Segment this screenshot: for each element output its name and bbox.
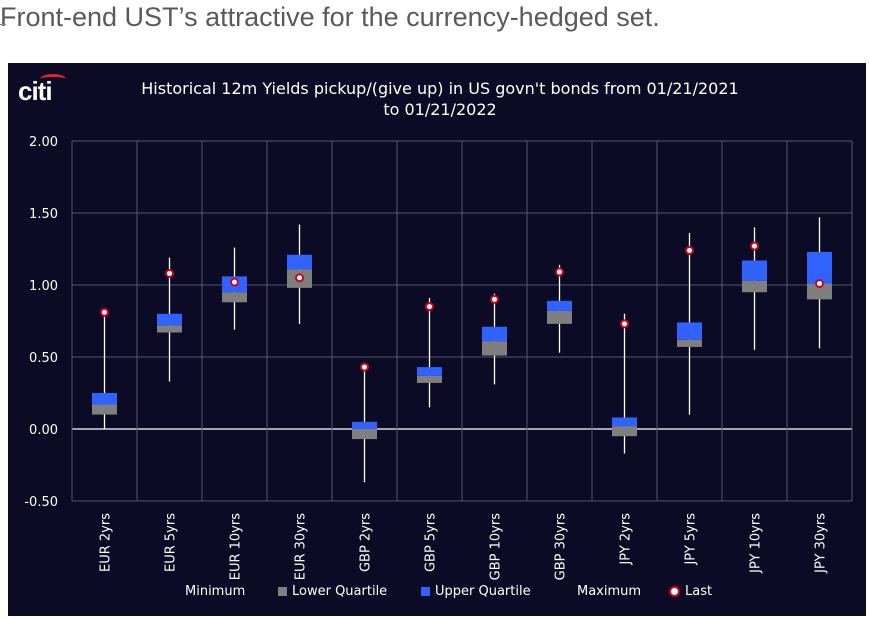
- x-category-label: GBP 2yrs: [359, 513, 374, 572]
- last-marker: [425, 302, 434, 312]
- y-tick-label: 2.00: [29, 135, 58, 150]
- upper-quartile-box: [742, 260, 767, 281]
- legend-marker-last: [669, 586, 680, 597]
- last-marker: [295, 273, 304, 283]
- upper-quartile-box: [157, 313, 182, 326]
- x-category-label: GBP 30yrs: [554, 513, 569, 581]
- x-category-label: JPY 2yrs: [619, 513, 634, 566]
- last-marker: [100, 307, 109, 317]
- chart-panel: [8, 63, 866, 616]
- lower-quartile-box: [352, 429, 377, 440]
- y-tick-label: 1.50: [29, 207, 58, 222]
- last-marker: [555, 267, 564, 277]
- lower-quartile-box: [612, 426, 637, 437]
- slide-title: Front-end UST’s attractive for the curre…: [0, 2, 660, 32]
- lower-quartile-box: [742, 280, 767, 293]
- last-marker: [490, 294, 499, 304]
- legend-swatch-upper-quartile: [421, 587, 430, 596]
- last-marker: [165, 268, 174, 278]
- logo-text: citi: [18, 76, 53, 106]
- upper-quartile-box: [417, 367, 442, 376]
- y-tick-label: -0.50: [24, 495, 58, 510]
- lower-quartile-box: [417, 375, 442, 383]
- x-category-label: EUR 10yrs: [229, 513, 244, 580]
- lower-quartile-box: [222, 292, 247, 303]
- lower-quartile-box: [157, 325, 182, 333]
- x-category-label: JPY 5yrs: [684, 513, 699, 566]
- chart-legend: Minimum Lower Quartile Upper Quartile Ma…: [0, 584, 870, 604]
- upper-quartile-box: [92, 393, 117, 405]
- y-tick-label: 0.50: [29, 351, 58, 366]
- upper-quartile-box: [352, 421, 377, 429]
- last-marker: [360, 362, 369, 372]
- legend-label-upper-quartile: Upper Quartile: [435, 584, 531, 599]
- upper-quartile-box: [547, 300, 572, 311]
- y-tick-label: 0.00: [29, 423, 58, 438]
- legend-label-lower-quartile: Lower Quartile: [292, 584, 388, 599]
- upper-quartile-box: [287, 254, 312, 270]
- upper-quartile-box: [612, 417, 637, 427]
- chart-title: Historical 12m Yields pickup/(give up) i…: [90, 78, 790, 120]
- upper-quartile-box: [482, 326, 507, 342]
- lower-quartile-box: [92, 404, 117, 415]
- last-marker: [620, 319, 629, 329]
- upper-quartile-box: [807, 251, 832, 284]
- x-category-label: GBP 10yrs: [489, 513, 504, 581]
- legend-item-upper-quartile: Upper Quartile: [421, 584, 531, 599]
- last-marker: [230, 277, 239, 287]
- logo-arc-icon: [40, 74, 66, 84]
- legend-label-last: Last: [685, 584, 713, 599]
- x-category-label: JPY 10yrs: [749, 513, 764, 574]
- chart-title-line-2: to 01/21/2022: [383, 100, 497, 119]
- legend-label-minimum: Minimum: [185, 584, 246, 599]
- legend-item-lower-quartile: Lower Quartile: [278, 584, 387, 599]
- legend-swatch-lower-quartile: [278, 587, 287, 596]
- chart-title-line-1: Historical 12m Yields pickup/(give up) i…: [141, 79, 739, 98]
- last-marker: [685, 245, 694, 255]
- lower-quartile-box: [482, 341, 507, 356]
- lower-quartile-box: [677, 339, 702, 347]
- lower-quartile-box: [547, 310, 572, 324]
- x-category-label: EUR 30yrs: [294, 513, 309, 580]
- legend-item-last: Last: [669, 584, 712, 599]
- last-marker: [750, 241, 759, 251]
- legend-label-maximum: Maximum: [577, 584, 642, 599]
- legend-item-minimum: Minimum: [185, 584, 245, 599]
- upper-quartile-box: [677, 322, 702, 340]
- citi-logo: citi: [18, 74, 74, 104]
- y-tick-label: 1.00: [29, 279, 58, 294]
- last-marker: [815, 279, 824, 289]
- x-category-label: JPY 30yrs: [814, 513, 829, 574]
- legend-item-maximum: Maximum: [577, 584, 641, 599]
- lower-quartile-box: [807, 283, 832, 300]
- title-rule: [0, 24, 6, 25]
- x-category-label: EUR 5yrs: [164, 513, 179, 572]
- x-category-label: GBP 5yrs: [424, 513, 439, 572]
- x-category-label: EUR 2yrs: [99, 513, 114, 572]
